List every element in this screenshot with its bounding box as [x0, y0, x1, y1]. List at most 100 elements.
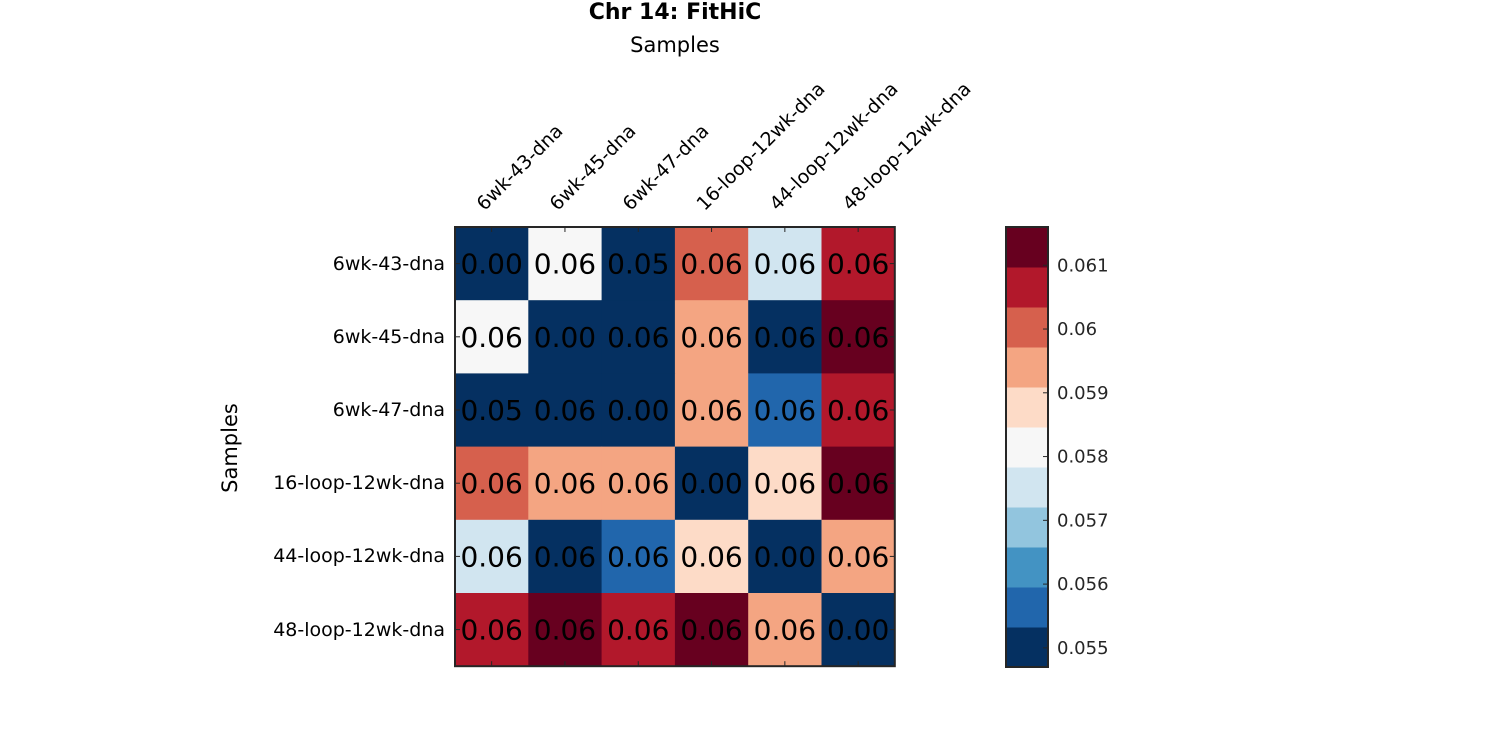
cell-value-label: 0.05: [460, 394, 522, 427]
colorbar-tick-label: 0.058: [1057, 447, 1109, 468]
colorbar-tick-label: 0.055: [1057, 638, 1109, 659]
cell-value-label: 0.06: [460, 614, 522, 647]
colorbar-tick-label: 0.059: [1057, 383, 1109, 404]
heatmap-cell: [455, 593, 529, 667]
colorbar-segment: [1006, 627, 1048, 668]
cell-value-label: 0.06: [827, 467, 889, 500]
cell-value-label: 0.05: [607, 248, 669, 281]
colorbar-segment: [1006, 347, 1048, 388]
y-tick-label: 48-loop-12wk-dna: [273, 618, 445, 641]
heatmap-cell: [821, 227, 896, 301]
y-tick-label: 6wk-43-dna: [332, 252, 445, 275]
heatmap-cell: [821, 519, 896, 594]
heatmap-cell: [674, 519, 749, 594]
cell-value-label: 0.00: [827, 614, 889, 647]
heatmap-cell: [601, 373, 676, 448]
cell-value-label: 0.06: [754, 248, 816, 281]
cell-value-label: 0.06: [534, 614, 596, 647]
heatmap-cell: [821, 373, 896, 448]
y-tick-label: 6wk-45-dna: [332, 325, 445, 348]
colorbar-tick-label: 0.061: [1057, 255, 1109, 276]
colorbar-frame: [1005, 226, 1049, 668]
cell-value-label: 0.06: [607, 467, 669, 500]
heatmap-cell: [455, 519, 529, 594]
cell-value-label: 0.06: [827, 540, 889, 573]
cell-value-label: 0.06: [680, 321, 742, 354]
colorbar-tick-label: 0.056: [1057, 574, 1109, 595]
heatmap-cell: [455, 446, 529, 521]
y-tick-label: 16-loop-12wk-dna: [273, 472, 445, 495]
colorbar-segment: [1006, 227, 1048, 268]
heatmap-cell: [748, 300, 822, 374]
heatmap-cell: [674, 227, 749, 301]
colorbar-segment: [1006, 507, 1048, 548]
chart-title: Chr 14: FitHiC: [588, 0, 762, 25]
colorbar-segment: [1006, 387, 1048, 428]
cell-value-label: 0.00: [534, 321, 596, 354]
cell-value-label: 0.06: [607, 540, 669, 573]
y-tick-label: 6wk-47-dna: [332, 399, 445, 421]
cell-value-label: 0.06: [827, 394, 889, 427]
cell-value-label: 0.06: [534, 467, 596, 500]
cell-value-label: 0.00: [607, 394, 669, 427]
cell-value-label: 0.06: [534, 394, 596, 427]
cell-value-label: 0.00: [680, 467, 742, 500]
heatmap-cell: [674, 373, 749, 448]
heatmap-cell: [528, 373, 603, 448]
heatmap-cell: [601, 593, 676, 667]
cell-value-label: 0.06: [460, 467, 522, 500]
heatmap-cell: [748, 446, 822, 521]
colorbar-segment: [1006, 307, 1048, 348]
heatmap-cell: [528, 227, 603, 301]
heatmap-cell: [601, 300, 676, 374]
colorbar-segment: [1006, 427, 1048, 468]
heatmap-cell: [821, 593, 896, 667]
cell-value-label: 0.06: [680, 248, 742, 281]
colorbar-segment: [1006, 467, 1048, 508]
colorbar-segment: [1006, 587, 1048, 628]
heatmap-cell: [528, 519, 603, 594]
heatmap-cell: [674, 446, 749, 521]
cell-value-label: 0.00: [754, 540, 816, 573]
heatmap-frame: [454, 226, 896, 668]
cell-value-label: 0.06: [754, 394, 816, 427]
heatmap-cell: [601, 519, 676, 594]
cell-value-label: 0.06: [754, 321, 816, 354]
heatmap-cell: [821, 300, 896, 374]
cell-value-label: 0.06: [607, 614, 669, 647]
heatmap-cell: [748, 227, 822, 301]
heatmap-cell: [748, 593, 822, 667]
heatmap-cell: [528, 300, 603, 374]
heatmap-cell: [748, 519, 822, 594]
cell-value-label: 0.06: [534, 540, 596, 573]
heatmap-cell: [455, 300, 529, 374]
colorbar-tick-label: 0.06: [1057, 319, 1097, 340]
cell-value-label: 0.00: [460, 248, 522, 281]
colorbar-segment: [1006, 547, 1048, 588]
heatmap-cell: [601, 446, 676, 521]
colorbar-segment: [1006, 267, 1048, 308]
heatmap-cell: [528, 446, 603, 521]
x-axis-label: Samples: [630, 33, 720, 57]
cell-value-label: 0.06: [607, 321, 669, 354]
cell-value-label: 0.06: [827, 248, 889, 281]
cell-value-label: 0.06: [680, 394, 742, 427]
heatmap-cell: [528, 593, 603, 667]
cell-value-label: 0.06: [680, 540, 742, 573]
cell-value-label: 0.06: [754, 467, 816, 500]
y-tick-label: 44-loop-12wk-dna: [273, 545, 445, 568]
cell-value-label: 0.06: [827, 321, 889, 354]
colorbar-tick-label: 0.057: [1057, 510, 1109, 531]
cell-value-label: 0.06: [534, 248, 596, 281]
cell-value-label: 0.06: [754, 614, 816, 647]
heatmap-cell: [601, 227, 676, 301]
cell-value-label: 0.06: [680, 614, 742, 647]
heatmap-cell: [674, 300, 749, 374]
heatmap-cell: [674, 593, 749, 667]
heatmap-cell: [748, 373, 822, 448]
cell-value-label: 0.06: [460, 321, 522, 354]
cell-value-label: 0.06: [460, 540, 522, 573]
heatmap-cell: [455, 373, 529, 448]
